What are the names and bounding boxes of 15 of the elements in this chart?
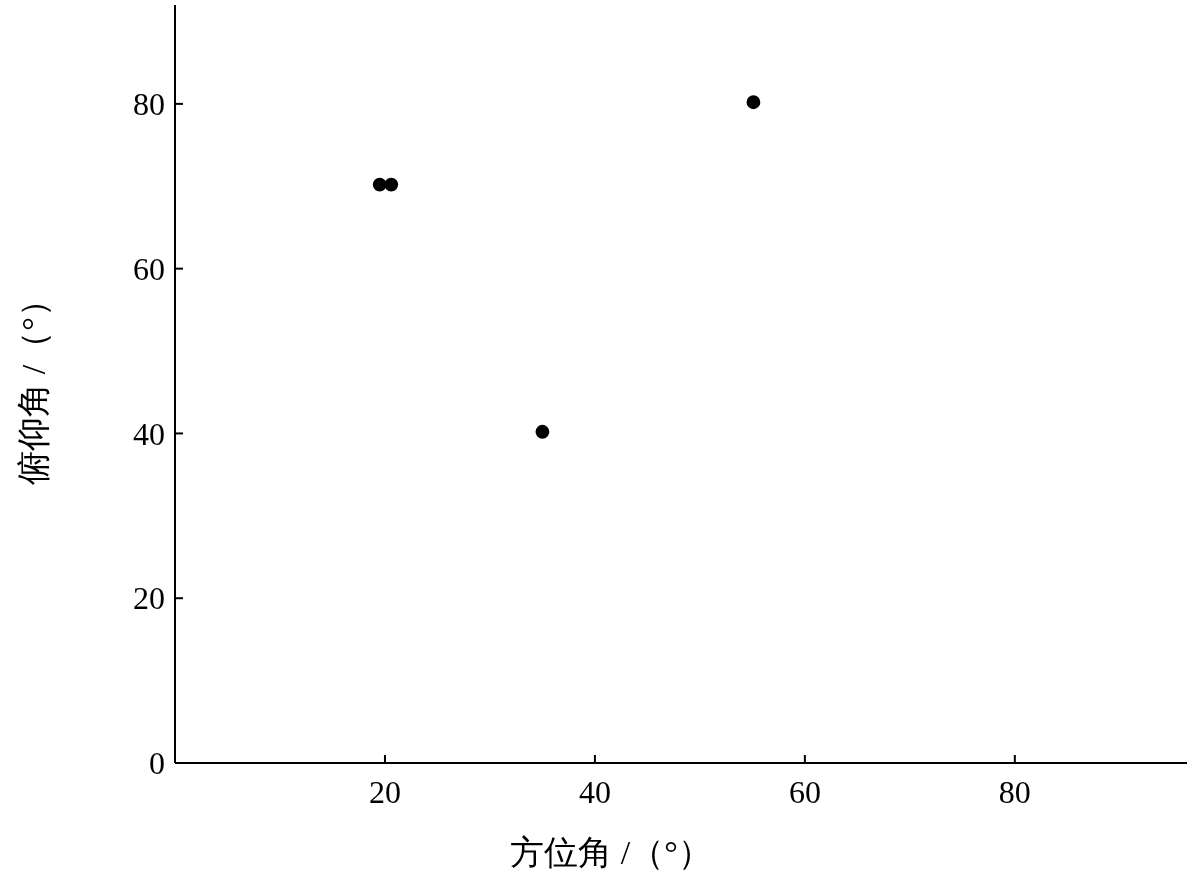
point — [535, 424, 550, 439]
y-tick-label: 80 — [133, 86, 165, 123]
x-tick-label: 60 — [788, 774, 821, 810]
point — [384, 177, 399, 192]
y-tick-label: 60 — [133, 250, 165, 287]
x-tick-label: 20 — [368, 774, 401, 810]
y-tick-label: 40 — [133, 415, 165, 452]
point — [372, 177, 387, 192]
x-tick-label: 80 — [998, 774, 1031, 810]
x-axis-title: 方位角 /（°） — [510, 834, 712, 871]
x-tick-label: 40 — [578, 774, 611, 810]
y-tick-label: 20 — [133, 580, 165, 617]
y-tick-label: 0 — [149, 745, 165, 782]
y-axis-title: 俯仰角 /（°） — [15, 283, 52, 485]
point — [746, 95, 761, 110]
